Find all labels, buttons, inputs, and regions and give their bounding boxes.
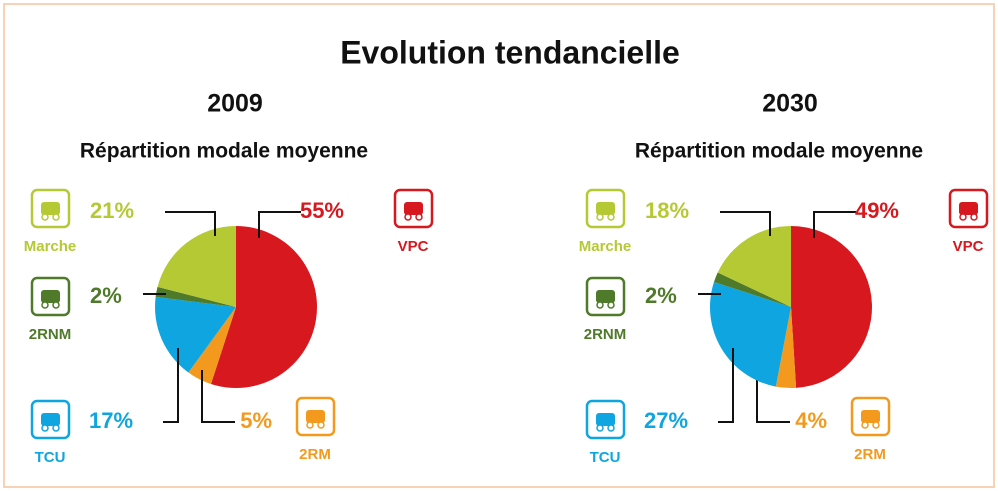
main-title: Evolution tendancielle [340, 34, 680, 70]
mode-icon-wheel [41, 424, 49, 432]
value-label: 5% [240, 408, 272, 433]
mode-icon-wheel [607, 213, 615, 221]
leader-line [165, 211, 216, 236]
mode-icon-wheel [52, 213, 60, 221]
mode-icon-wheel [52, 424, 60, 432]
value-label: 55% [300, 198, 344, 223]
leader-line [258, 211, 301, 238]
leader-line [813, 211, 856, 238]
category-label: 2RM [854, 446, 886, 463]
mode-icon-wheel [596, 301, 604, 309]
mode-icon-wheel [607, 424, 615, 432]
value-label: 18% [645, 198, 689, 223]
chart-subtitle: Répartition modale moyenne [635, 140, 923, 163]
leader-line [756, 370, 790, 423]
mode-icon-wheel [404, 213, 412, 221]
pie-slice [157, 226, 236, 307]
mode-icon-wheel [306, 421, 314, 429]
mode-icon [596, 290, 615, 303]
mode-icon [41, 413, 60, 426]
mode-icon [959, 202, 978, 215]
mode-icon [404, 202, 423, 215]
category-label: TCU [35, 449, 66, 466]
value-label: 17% [89, 408, 133, 433]
value-label: 27% [644, 408, 688, 433]
mode-icon-wheel [872, 421, 880, 429]
mode-icon-wheel [317, 421, 325, 429]
pie-slice [791, 226, 873, 388]
category-label: TCU [590, 449, 621, 466]
mode-icon [41, 290, 60, 303]
mode-icon-wheel [52, 301, 60, 309]
chart-title: 2030 [762, 90, 818, 118]
mode-icon [596, 413, 615, 426]
category-label: Marche [579, 238, 632, 255]
leader-line [163, 348, 179, 423]
mode-icon-wheel [970, 213, 978, 221]
value-label: 4% [795, 408, 827, 433]
mode-icon-wheel [41, 213, 49, 221]
mode-icon-wheel [607, 301, 615, 309]
pie-slice [210, 226, 317, 389]
category-label: 2RNM [29, 326, 72, 343]
value-label: 49% [855, 198, 899, 223]
value-label: 2% [90, 283, 122, 308]
category-label: VPC [953, 238, 984, 255]
mode-icon-wheel [415, 213, 423, 221]
value-label: 2% [645, 283, 677, 308]
pie-slice [155, 296, 236, 373]
mode-icon-wheel [861, 421, 869, 429]
mode-icon-wheel [596, 213, 604, 221]
mode-icon [41, 202, 60, 215]
mode-icon-wheel [596, 424, 604, 432]
category-label: Marche [24, 238, 77, 255]
mode-icon-wheel [959, 213, 967, 221]
pie-slice [713, 272, 791, 307]
pie-slice [188, 307, 236, 385]
category-label: VPC [398, 238, 429, 255]
leader-line [201, 370, 235, 423]
pie-slice [710, 281, 791, 387]
mode-icon [306, 410, 325, 423]
category-label: 2RM [299, 446, 331, 463]
mode-icon-wheel [41, 301, 49, 309]
chart-subtitle: Répartition modale moyenne [80, 140, 368, 163]
pie-slice [775, 307, 797, 389]
pie-slice [155, 286, 236, 307]
category-label: 2RNM [584, 326, 627, 343]
leader-line [720, 211, 771, 236]
leader-line [718, 348, 734, 423]
mode-icon [596, 202, 615, 215]
frame [3, 3, 995, 488]
mode-icon [861, 410, 880, 423]
chart-title: 2009 [207, 90, 263, 118]
value-label: 21% [90, 198, 134, 223]
pie-slice [717, 226, 791, 307]
